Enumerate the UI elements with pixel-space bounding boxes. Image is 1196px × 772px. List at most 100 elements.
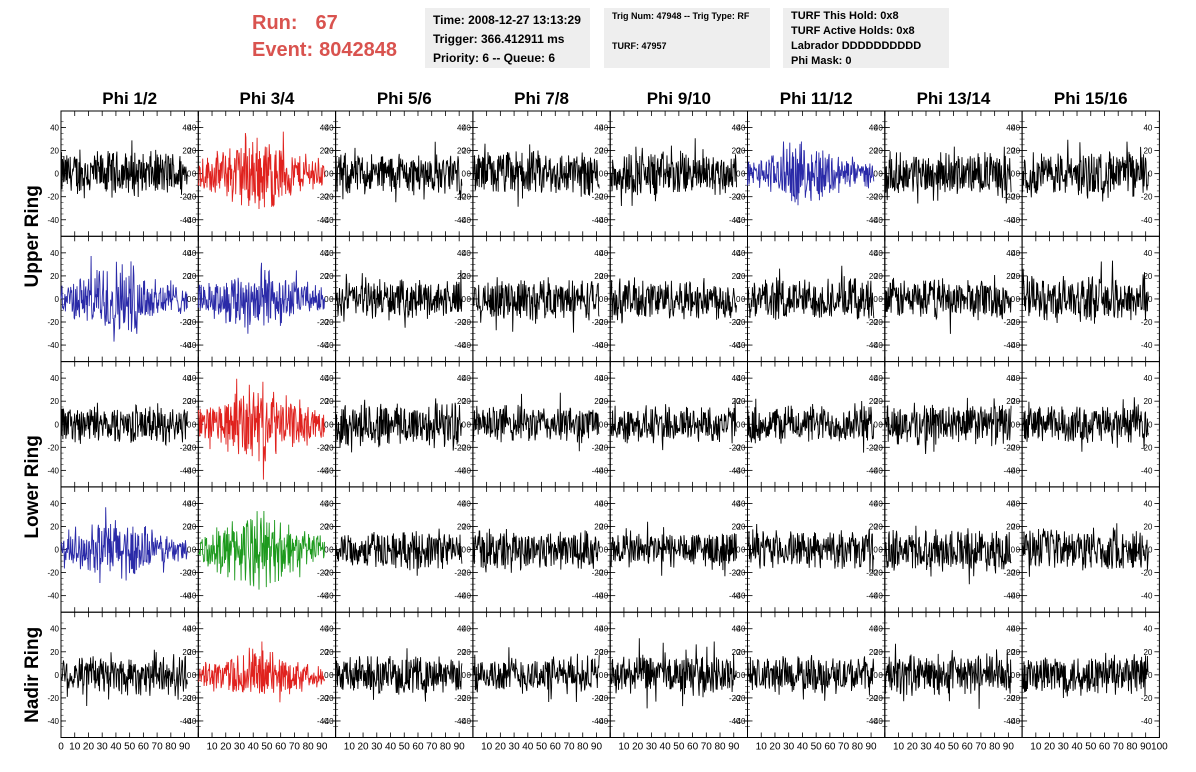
y-tick-label: -20 <box>1141 193 1153 202</box>
y-tick-label: -40 <box>47 466 59 475</box>
y-tick-label: 0 <box>1016 295 1021 304</box>
x-tick-label: 80 <box>852 742 864 753</box>
y-tick-label: 0 <box>187 546 192 555</box>
y-tick-label: 40 <box>1011 249 1020 258</box>
y-tick-label: 40 <box>187 625 196 634</box>
y-tick-label: -20 <box>866 318 878 327</box>
y-tick-label: 20 <box>325 272 334 281</box>
y-tick-label: 40 <box>1143 374 1152 383</box>
x-tick-label: 60 <box>412 742 424 753</box>
y-tick-label: 0 <box>192 295 197 304</box>
y-tick-label: 0 <box>187 295 192 304</box>
y-tick-label: -40 <box>185 341 197 350</box>
y-tick-label: 20 <box>737 648 746 657</box>
y-tick-label: 20 <box>182 522 191 531</box>
y-tick-label: -40 <box>47 216 59 225</box>
y-tick-label: -40 <box>322 341 334 350</box>
y-tick-label: 20 <box>737 147 746 156</box>
y-tick-label: 40 <box>320 499 329 508</box>
y-tick-label: -40 <box>866 466 878 475</box>
y-tick-label: 20 <box>187 147 196 156</box>
y-tick-label: 40 <box>462 374 471 383</box>
x-tick-label: 70 <box>838 742 850 753</box>
waveform-trace <box>197 262 326 334</box>
y-tick-label: -20 <box>1009 694 1021 703</box>
y-tick-label: -40 <box>866 216 878 225</box>
y-tick-label: -40 <box>729 717 741 726</box>
y-tick-label: -40 <box>459 216 471 225</box>
y-tick-label: 0 <box>736 671 741 680</box>
y-tick-label: -20 <box>734 694 746 703</box>
y-tick-label: 20 <box>50 272 59 281</box>
y-tick-label: 20 <box>1006 272 1015 281</box>
y-tick-label: 0 <box>604 671 609 680</box>
y-tick-label: 0 <box>878 420 883 429</box>
y-tick-label: 0 <box>736 295 741 304</box>
y-tick-label: 20 <box>187 397 196 406</box>
y-tick-label: -20 <box>322 193 334 202</box>
y-tick-label: 0 <box>192 420 197 429</box>
x-tick-label: 60 <box>962 742 974 753</box>
y-tick-label: 40 <box>182 499 191 508</box>
y-tick-label: -40 <box>866 717 878 726</box>
y-tick-label: 0 <box>873 295 878 304</box>
y-tick-label: -40 <box>597 592 609 601</box>
x-tick-label: 90 <box>866 742 878 753</box>
y-tick-label: -40 <box>1004 466 1016 475</box>
column-title: Phi 7/8 <box>514 89 569 108</box>
x-tick-label: 50 <box>948 742 960 753</box>
y-tick-label: -40 <box>459 592 471 601</box>
y-tick-label: 40 <box>1011 374 1020 383</box>
y-tick-label: -40 <box>317 341 329 350</box>
y-tick-label: -20 <box>47 318 59 327</box>
y-tick-label: 0 <box>55 546 60 555</box>
y-tick-label: -20 <box>322 569 334 578</box>
y-tick-label: -20 <box>317 443 329 452</box>
waveform-trace <box>197 510 326 590</box>
phi-mask-text: Phi Mask: 0 <box>791 55 852 67</box>
waveform-trace <box>472 528 600 580</box>
y-tick-label: -40 <box>1009 592 1021 601</box>
y-tick-label: 0 <box>741 671 746 680</box>
y-tick-label: -20 <box>866 193 878 202</box>
y-tick-label: -40 <box>1009 216 1021 225</box>
y-tick-label: 40 <box>869 124 878 133</box>
y-tick-label: 40 <box>325 249 334 258</box>
y-tick-label: 40 <box>182 625 191 634</box>
y-tick-label: 0 <box>1011 671 1016 680</box>
y-tick-label: 20 <box>462 147 471 156</box>
y-tick-label: 20 <box>869 397 878 406</box>
y-tick-label: 40 <box>1143 124 1152 133</box>
turf-text: TURF: 47957 <box>612 41 667 51</box>
y-tick-label: 20 <box>599 648 608 657</box>
y-tick-label: 40 <box>737 124 746 133</box>
y-tick-label: -40 <box>1141 592 1153 601</box>
y-tick-label: -40 <box>592 216 604 225</box>
y-tick-label: -40 <box>871 341 883 350</box>
y-tick-label: 20 <box>599 397 608 406</box>
y-tick-label: -40 <box>317 592 329 601</box>
y-tick-label: -20 <box>322 443 334 452</box>
y-tick-label: -40 <box>180 592 192 601</box>
y-tick-label: 0 <box>878 546 883 555</box>
y-tick-label: 20 <box>732 147 741 156</box>
waveform-trace <box>609 521 737 577</box>
waveform-trace <box>609 277 737 324</box>
x-tick-label: 80 <box>577 742 589 753</box>
waveform-trace <box>747 523 875 573</box>
panel-frame <box>747 611 886 739</box>
y-tick-label: -40 <box>322 717 334 726</box>
y-tick-label: -20 <box>47 694 59 703</box>
y-tick-label: 20 <box>1011 147 1020 156</box>
y-tick-label: -40 <box>597 717 609 726</box>
column-title: Phi 3/4 <box>240 89 295 108</box>
y-tick-label: 0 <box>736 420 741 429</box>
y-tick-label: 20 <box>737 397 746 406</box>
y-tick-label: -40 <box>1004 216 1016 225</box>
y-tick-label: -20 <box>317 193 329 202</box>
y-tick-label: -20 <box>729 569 741 578</box>
y-tick-label: -40 <box>317 717 329 726</box>
x-tick-label: 80 <box>989 742 1001 753</box>
y-tick-label: 20 <box>462 522 471 531</box>
y-tick-label: 0 <box>324 546 329 555</box>
